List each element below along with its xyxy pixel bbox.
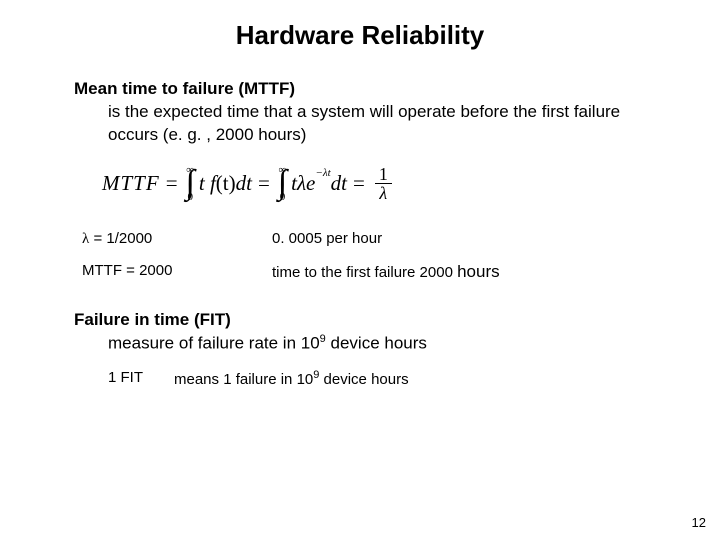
calc-row-lambda: λ = 1/2000 0. 0005 per hour [82, 230, 646, 248]
mttf-formula: MTTF = ∞ ∫ 0 t f(t)dt = ∞ ∫ 0 tλe−λtdt =… [102, 165, 646, 202]
fit-section: Failure in time (FIT) measure of failure… [74, 310, 646, 389]
equals-icon: = [353, 171, 365, 196]
calc-lambda-value: = 1/2000 [89, 230, 152, 247]
slide-title: Hardware Reliability [0, 20, 720, 51]
fit-example-row: 1 FIT means 1 failure in 109 device hour… [108, 369, 646, 388]
integral-icon: ∞ ∫ 0 [278, 167, 287, 201]
integrand-2: tλe−λtdt [291, 171, 347, 196]
equals-icon: = [166, 171, 178, 196]
equals-icon: = [258, 171, 270, 196]
integral-icon: ∞ ∫ 0 [186, 167, 195, 201]
calc-mttf-value: MTTF = 2000 [82, 262, 272, 282]
slide-content: Mean time to failure (MTTF) is the expec… [0, 79, 720, 388]
mttf-heading: Mean time to failure (MTTF) [74, 79, 646, 99]
fraction: 1 λ [375, 165, 392, 202]
fit-example-label: 1 FIT [108, 369, 174, 388]
page-number: 12 [692, 515, 706, 530]
fit-example-text: means 1 failure in 109 device hours [174, 369, 409, 388]
calc-row-mttf: MTTF = 2000 time to the first failure 20… [82, 262, 646, 282]
mttf-body: is the expected time that a system will … [108, 101, 646, 147]
fit-heading: Failure in time (FIT) [74, 310, 646, 330]
calc-lambda-result: 0. 0005 per hour [272, 230, 382, 248]
formula-lhs: MTTF [102, 171, 160, 196]
fit-body: measure of failure rate in 109 device ho… [108, 332, 646, 356]
integrand-1: t f(t)dt [199, 171, 252, 196]
calc-mttf-result: time to the first failure 2000 hours [272, 262, 500, 282]
